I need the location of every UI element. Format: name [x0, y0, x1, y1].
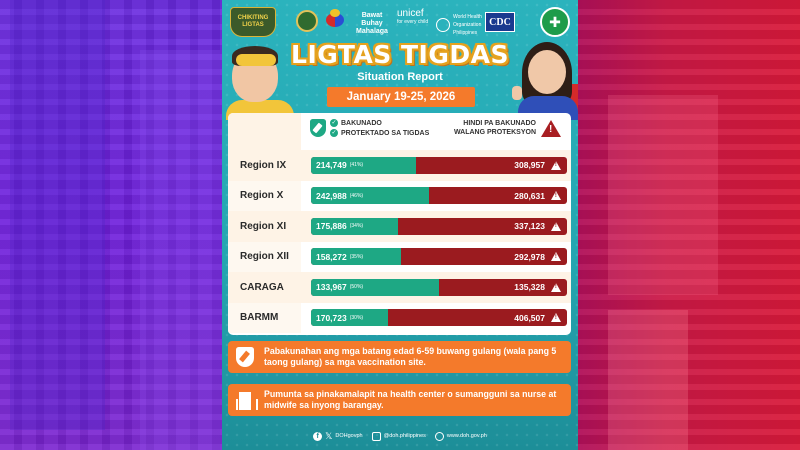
doh-seal-logo — [296, 10, 318, 32]
partner-logos: CHIKITING LIGTAS Bawat Buhay Mahalaga un… — [222, 4, 578, 38]
info-box-health-center: Pumunta sa pinakamalapit na health cente… — [228, 384, 571, 416]
stacked-bar: 242,988 (46%) 280,631 — [311, 187, 567, 205]
stacked-bar: 214,749 (41%) 308,957 — [311, 156, 567, 174]
warning-icon — [541, 119, 561, 137]
legend-vaccinated: ✓ BAKUNADO ✓ PROTEKTADO SA TIGDAS — [310, 119, 429, 137]
social-instagram[interactable]: @doh.philippines — [371, 431, 426, 441]
date-range-badge: January 19-25, 2026 — [327, 87, 475, 107]
table-legend: ✓ BAKUNADO ✓ PROTEKTADO SA TIGDAS HINDI PA… — [228, 113, 571, 150]
background-left-purple — [0, 0, 222, 450]
table-row: Region XII 158,272 (35%) 292,978 — [228, 241, 571, 272]
facebook-icon: f — [313, 431, 323, 441]
building-silhouette — [608, 310, 688, 450]
bagong-pilipinas-logo — [324, 9, 346, 31]
unvaccinated-segment: 308,957 — [416, 157, 567, 174]
info-box-vaccination: Pabakunahan ang mga batang edad 6-59 buw… — [228, 341, 571, 373]
instagram-handle: @doh.philippines — [383, 433, 426, 439]
unicef-logo: unicef for every child — [397, 8, 429, 26]
region-label: CARAGA — [240, 281, 284, 293]
check-icon: ✓ — [330, 119, 338, 127]
table-row: Region X 242,988 (46%) 280,631 — [228, 180, 571, 211]
who-label: World Health Organization Philippines — [453, 14, 482, 36]
unvaccinated-segment: 292,978 — [401, 248, 567, 265]
bawat-buhay-logo: Bawat Buhay Mahalaga — [356, 12, 388, 35]
building-silhouette — [608, 95, 718, 295]
vaccinated-segment: 158,272 (35%) — [311, 248, 401, 266]
legend-label: WALANG PROTEKSYON — [453, 129, 536, 136]
warning-icon — [551, 191, 561, 201]
chikiting-ligtas-logo: CHIKITING LIGTAS — [230, 7, 276, 37]
vaccinated-segment: 242,988 (46%) — [311, 187, 429, 205]
unvaccinated-segment: 337,123 — [398, 218, 567, 235]
unvaccinated-segment: 280,631 — [429, 187, 567, 204]
building-silhouette — [140, 50, 220, 450]
who-globe-icon — [436, 18, 450, 32]
legend-unvaccinated: HINDI PA BAKUNADO WALANG PROTEKSYON — [454, 119, 561, 137]
situation-report-poster: CHIKITING LIGTAS Bawat Buhay Mahalaga un… — [222, 0, 578, 450]
warning-icon — [551, 221, 561, 231]
shield-syringe-icon — [310, 119, 326, 137]
warning-icon — [551, 252, 561, 262]
vaccination-table: ✓ BAKUNADO ✓ PROTEKTADO SA TIGDAS HINDI PA… — [228, 113, 571, 335]
vaccinated-segment: 133,967 (50%) — [311, 278, 439, 296]
unicef-tagline: for every child — [397, 19, 429, 25]
unvaccinated-segment: 406,507 — [388, 309, 567, 326]
region-label: Region XII — [228, 241, 301, 272]
region-label: Region X — [228, 180, 301, 211]
shield-syringe-icon — [236, 347, 254, 367]
unicef-label: unicef — [397, 8, 424, 19]
globe-icon — [434, 431, 444, 441]
social-handle: DOHgovph — [335, 433, 363, 439]
girl-thumbs-up-photo — [508, 40, 578, 120]
info-text: Pumunta sa pinakamalapit na health cente… — [264, 389, 557, 410]
stacked-bar: 175,886 (34%) 337,123 — [311, 217, 567, 235]
x-twitter-icon: 𝕏 — [325, 430, 333, 441]
warning-icon — [551, 282, 561, 292]
instagram-icon — [371, 431, 381, 441]
legend-label: PROTEKTADO SA TIGDAS — [341, 129, 430, 137]
stacked-bar: 133,967 (50%) 135,328 — [311, 278, 567, 296]
info-text: Pabakunahan ang mga batang edad 6-59 buw… — [264, 346, 557, 367]
table-row: BARMM 170,723 (30%) 406,507 — [228, 302, 571, 333]
stacked-bar: 158,272 (35%) 292,978 — [311, 248, 567, 266]
website-link[interactable]: www.doh.gov.ph — [434, 431, 487, 441]
vaccinated-segment: 175,886 (34%) — [311, 217, 399, 235]
page-title: LIGTAS TIGDAS — [291, 40, 509, 69]
cdc-logo: CDC — [485, 12, 515, 32]
table-row: Region IX 214,749 (41%) 308,957 — [228, 150, 571, 181]
vaccinated-segment: 214,749 (41%) — [311, 156, 416, 174]
region-label: Region IX — [240, 159, 287, 171]
vaccinated-segment: 170,723 (30%) — [311, 309, 388, 327]
social-facebook-x[interactable]: f 𝕏 DOHgovph — [313, 430, 363, 442]
footer-social: f 𝕏 DOHgovph @doh.philippines www.doh.go… — [222, 428, 578, 444]
table-row: CARAGA 133,967 (50%) 135,328 — [228, 272, 571, 303]
background-right-red — [578, 0, 800, 450]
child-hero-illustration — [226, 40, 296, 120]
page-subtitle: Situation Report — [357, 71, 443, 83]
check-icon: ✓ — [330, 129, 338, 137]
legend-label: HINDI PA BAKUNADO — [463, 120, 536, 127]
building-silhouette — [10, 0, 105, 430]
table-row: Region XI 175,886 (34%) 337,123 — [228, 211, 571, 242]
legend-label: BAKUNADO — [341, 119, 382, 127]
stacked-bar: 170,723 (30%) 406,507 — [311, 309, 567, 327]
who-logo: World Health Organization Philippines — [436, 13, 495, 37]
unvaccinated-segment: 135,328 — [439, 279, 567, 296]
doh-green-logo: ✚ — [540, 7, 570, 37]
warning-icon — [551, 160, 561, 170]
region-label: Region XI — [240, 220, 287, 232]
region-label: BARMM — [228, 302, 301, 333]
website-url: www.doh.gov.ph — [446, 433, 487, 439]
warning-icon — [551, 313, 561, 323]
hospital-building-icon — [236, 390, 258, 410]
